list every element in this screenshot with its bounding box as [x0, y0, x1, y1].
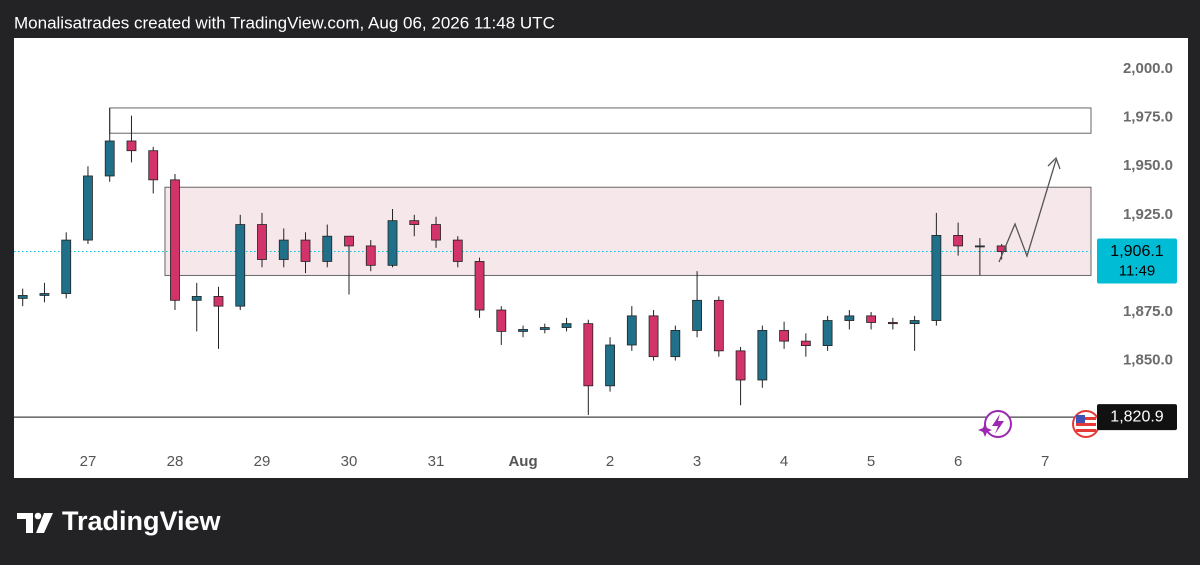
candle-body: [431, 224, 441, 241]
candle-body: [278, 239, 289, 260]
header-title: Monalisatrades created with TradingView.…: [14, 13, 555, 32]
candle-body: [670, 330, 681, 358]
y-tick-label: 1,975.0: [1123, 109, 1173, 126]
candle-body: [692, 299, 702, 331]
x-tick-label: 3: [693, 453, 701, 470]
candle-body: [561, 323, 572, 328]
us-flag-icon: [1072, 410, 1100, 438]
candle-body: [235, 224, 246, 307]
candle-body: [931, 235, 942, 321]
countdown-label: 11:49: [1119, 263, 1155, 280]
candle-body: [83, 175, 93, 241]
y-tick-label: 1,875.0: [1123, 303, 1173, 320]
x-tick-label: 7: [1041, 453, 1049, 470]
candle-body: [148, 150, 159, 181]
last-price-badge: [1097, 238, 1177, 284]
x-tick-label: 5: [867, 453, 875, 470]
zone: [164, 186, 1092, 276]
x-tick-label: Aug: [508, 453, 537, 470]
candle-body: [583, 323, 594, 387]
candle-body: [844, 315, 855, 321]
candle-body: [170, 179, 180, 301]
candle-body: [626, 315, 637, 346]
candle-body: [496, 309, 507, 332]
candle-body: [996, 245, 1007, 252]
candle-body: [126, 140, 137, 152]
candle-body: [387, 220, 398, 266]
lightning-icon: [978, 410, 1012, 438]
zone: [109, 107, 1092, 134]
candle-body: [779, 330, 789, 342]
candle-body: [800, 340, 811, 346]
candle-body: [17, 295, 28, 299]
x-tick-label: 28: [167, 453, 184, 470]
plot-area: 1,850.01,875.01,900.01,925.01,950.01,975…: [14, 60, 1173, 470]
candle-body: [887, 322, 898, 325]
y-tick-label: 1,850.0: [1123, 352, 1173, 369]
candle-body: [822, 320, 833, 346]
candle-body: [452, 239, 463, 262]
projection-arrow: [998, 159, 1057, 263]
level-badge: [1097, 404, 1177, 431]
x-tick-label: 31: [428, 453, 445, 470]
candle-body: [257, 224, 267, 260]
candle-body: [974, 245, 985, 248]
arrow-head: [1047, 156, 1061, 170]
candle-body: [344, 235, 354, 247]
candle-body: [39, 293, 50, 296]
level-label: 1,820.9: [1110, 408, 1163, 425]
candle-body: [735, 350, 746, 381]
candle-body: [61, 239, 72, 294]
tv-logo: [17, 512, 53, 533]
last-price-label: 1,906.1: [1110, 243, 1163, 260]
x-tick-label: 30: [341, 453, 358, 470]
x-tick-label: 4: [780, 453, 788, 470]
candle-body: [213, 296, 224, 307]
x-tick-label: 2: [606, 453, 614, 470]
candle-body: [539, 327, 550, 330]
y-tick-label: 1,950.0: [1123, 157, 1173, 174]
candle-body: [648, 315, 659, 358]
candle-body: [713, 299, 724, 352]
x-tick-label: 27: [80, 453, 97, 470]
y-tick-label: 1,925.0: [1123, 206, 1173, 223]
candle-body: [518, 329, 528, 332]
candle-body: [300, 239, 311, 262]
y-tick-label: 2,000.0: [1123, 60, 1173, 77]
candle-body: [409, 220, 420, 225]
candle-body: [953, 235, 964, 247]
x-tick-label: 29: [254, 453, 271, 470]
candle-body: [104, 140, 115, 177]
candle-body: [365, 245, 376, 266]
x-tick-label: 6: [954, 453, 962, 470]
candle-body: [757, 330, 768, 381]
candle-body: [474, 261, 485, 311]
brand-name: TradingView: [62, 506, 222, 536]
candle-body: [909, 320, 920, 325]
candle-body: [866, 315, 877, 323]
candle-body: [322, 235, 333, 262]
candle-body: [191, 296, 202, 301]
candle-body: [605, 344, 615, 387]
